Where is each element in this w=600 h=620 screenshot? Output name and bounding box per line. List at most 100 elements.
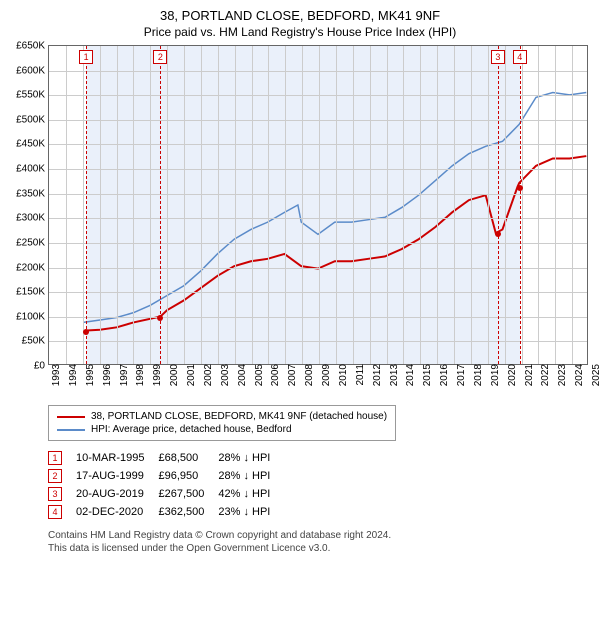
y-tick-label: £100K [16, 311, 49, 322]
x-tick-label: 1993 [49, 364, 62, 386]
x-tick-label: 2021 [522, 364, 535, 386]
gridline-v [353, 46, 354, 364]
legend-item: HPI: Average price, detached house, Bedf… [57, 423, 387, 436]
plot-area: £0£50K£100K£150K£200K£250K£300K£350K£400… [48, 45, 588, 365]
x-tick-label: 2025 [589, 364, 600, 386]
x-tick-label: 2017 [454, 364, 467, 386]
gridline-v [420, 46, 421, 364]
event-delta: 28% ↓ HPI [218, 467, 284, 485]
y-tick-label: £0 [34, 361, 49, 372]
events-table: 110-MAR-1995£68,50028% ↓ HPI217-AUG-1999… [48, 449, 592, 521]
event-vline [86, 46, 87, 364]
event-price: £96,950 [158, 467, 218, 485]
gridline-v [184, 46, 185, 364]
event-price-dot [495, 231, 501, 237]
x-tick-label: 2018 [471, 364, 484, 386]
y-tick-label: £600K [16, 65, 49, 76]
gridline-v [285, 46, 286, 364]
x-tick-label: 1998 [133, 364, 146, 386]
x-tick-label: 2011 [353, 364, 366, 386]
gridline-v [454, 46, 455, 364]
event-price: £267,500 [158, 485, 218, 503]
event-price: £362,500 [158, 503, 218, 521]
x-tick-label: 2012 [370, 364, 383, 386]
event-marker-box: 3 [491, 50, 505, 64]
event-date: 20-AUG-2019 [76, 485, 158, 503]
x-tick-label: 2004 [235, 364, 248, 386]
event-vline [498, 46, 499, 364]
x-tick-label: 1999 [150, 364, 163, 386]
gridline-h [49, 71, 587, 72]
event-number-box: 3 [48, 487, 62, 501]
event-number-box: 2 [48, 469, 62, 483]
gridline-v [403, 46, 404, 364]
y-tick-label: £50K [22, 336, 49, 347]
y-tick-label: £350K [16, 188, 49, 199]
x-tick-label: 1996 [100, 364, 113, 386]
x-tick-label: 2020 [505, 364, 518, 386]
event-row: 4 02-DEC-2020£362,50023% ↓ HPI [48, 503, 284, 521]
x-tick-label: 2013 [387, 364, 400, 386]
x-tick-label: 2003 [218, 364, 231, 386]
x-tick-label: 2015 [420, 364, 433, 386]
footer-line1: Contains HM Land Registry data © Crown c… [48, 529, 592, 542]
gridline-v [167, 46, 168, 364]
x-tick-label: 2014 [403, 364, 416, 386]
gridline-v [437, 46, 438, 364]
legend-swatch [57, 429, 85, 431]
gridline-v [218, 46, 219, 364]
x-tick-label: 2002 [201, 364, 214, 386]
x-tick-label: 2007 [285, 364, 298, 386]
y-tick-label: £250K [16, 237, 49, 248]
x-tick-label: 2016 [437, 364, 450, 386]
x-tick-label: 2024 [572, 364, 585, 386]
legend-label: HPI: Average price, detached house, Bedf… [91, 424, 292, 435]
event-row: 3 20-AUG-2019£267,50042% ↓ HPI [48, 485, 284, 503]
event-price-dot [517, 185, 523, 191]
y-tick-label: £300K [16, 213, 49, 224]
gridline-v [505, 46, 506, 364]
event-marker-box: 2 [153, 50, 167, 64]
event-number-box: 4 [48, 505, 62, 519]
gridline-v [201, 46, 202, 364]
x-tick-label: 2023 [555, 364, 568, 386]
gridline-h [49, 341, 587, 342]
gridline-v [117, 46, 118, 364]
gridline-v [336, 46, 337, 364]
gridline-v [319, 46, 320, 364]
gridline-v [100, 46, 101, 364]
x-tick-label: 2000 [167, 364, 180, 386]
gridline-h [49, 194, 587, 195]
x-tick-label: 2019 [488, 364, 501, 386]
gridline-h [49, 169, 587, 170]
y-tick-label: £200K [16, 262, 49, 273]
gridline-h [49, 268, 587, 269]
event-delta: 23% ↓ HPI [218, 503, 284, 521]
gridline-v [538, 46, 539, 364]
y-tick-label: £450K [16, 139, 49, 150]
event-row: 217-AUG-1999£96,95028% ↓ HPI [48, 467, 284, 485]
gridline-v [522, 46, 523, 364]
chart-title: 38, PORTLAND CLOSE, BEDFORD, MK41 9NF [8, 8, 592, 23]
event-marker-box: 4 [513, 50, 527, 64]
chart-legend: 38, PORTLAND CLOSE, BEDFORD, MK41 9NF (d… [48, 405, 396, 441]
x-tick-label: 2009 [319, 364, 332, 386]
event-date: 02-DEC-2020 [76, 503, 158, 521]
gridline-v [555, 46, 556, 364]
event-delta: 42% ↓ HPI [218, 485, 284, 503]
x-tick-label: 2022 [538, 364, 551, 386]
gridline-v [235, 46, 236, 364]
y-tick-label: £500K [16, 114, 49, 125]
x-tick-label: 1994 [66, 364, 79, 386]
y-tick-label: £650K [16, 41, 49, 52]
gridline-v [572, 46, 573, 364]
legend-swatch [57, 416, 85, 418]
chart-footer: Contains HM Land Registry data © Crown c… [48, 529, 592, 555]
gridline-h [49, 144, 587, 145]
x-tick-label: 2005 [252, 364, 265, 386]
gridline-h [49, 218, 587, 219]
x-tick-label: 1995 [83, 364, 96, 386]
gridline-h [49, 317, 587, 318]
event-marker-box: 1 [79, 50, 93, 64]
gridline-v [133, 46, 134, 364]
